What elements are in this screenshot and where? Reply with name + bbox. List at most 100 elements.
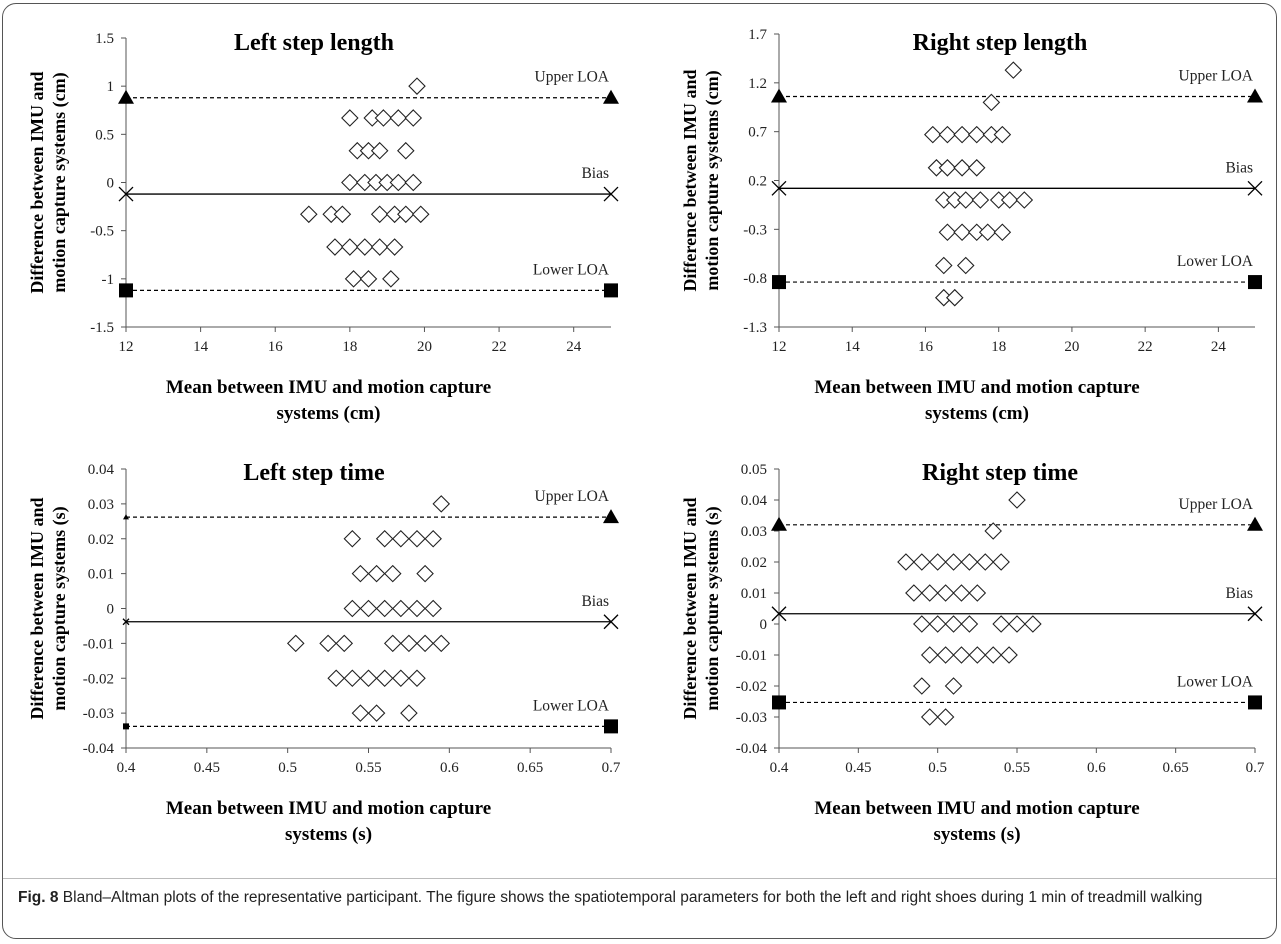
data-point xyxy=(924,125,942,144)
x-tick-label: 0.65 xyxy=(1163,760,1189,776)
data-point xyxy=(984,646,1002,664)
y-tick-label: 1.2 xyxy=(748,76,767,92)
data-point xyxy=(397,205,415,224)
y-axis-label: Difference between IMU and motion capture… xyxy=(680,497,723,719)
data-point xyxy=(913,553,931,571)
data-point xyxy=(1008,615,1026,633)
y-tick-label: -1.5 xyxy=(90,320,114,336)
x-tick-label: 24 xyxy=(1211,339,1227,355)
data-point xyxy=(397,141,415,160)
y-tick-label: -0.03 xyxy=(736,710,767,726)
data-point xyxy=(938,125,957,144)
bias-label: Bias xyxy=(1225,159,1253,176)
data-point xyxy=(905,584,923,602)
data-point xyxy=(982,93,1001,112)
y-tick-label: 0.04 xyxy=(741,493,768,509)
y-axis-label-line: motion capture systems (s) xyxy=(702,506,723,710)
bias-marker xyxy=(122,618,130,626)
data-point xyxy=(367,704,386,722)
lower-loa-marker xyxy=(119,283,133,298)
y-tick-label: 0 xyxy=(107,176,115,192)
data-point xyxy=(944,615,963,633)
x-axis-label: systems (s) xyxy=(285,824,372,845)
data-point xyxy=(392,529,410,548)
y-axis-label-line: motion capture systems (cm) xyxy=(702,70,723,290)
x-tick-label: 22 xyxy=(492,339,507,355)
data-point xyxy=(956,256,975,275)
bias-marker xyxy=(603,614,619,630)
data-point xyxy=(1000,191,1019,209)
y-tick-label: 0.02 xyxy=(88,532,114,548)
data-point xyxy=(374,109,393,127)
upper-loa-label: Upper LOA xyxy=(535,488,610,505)
data-point xyxy=(343,529,362,548)
y-tick-label: -0.01 xyxy=(736,648,767,664)
x-axis-label: Mean between IMU and motion capture xyxy=(166,377,491,398)
y-axis-label: Difference between IMU and motion capture… xyxy=(27,497,70,719)
bias-label: Bias xyxy=(581,593,609,610)
data-point xyxy=(416,564,434,583)
y-tick-label: 1.5 xyxy=(95,31,114,47)
bias-marker xyxy=(771,606,787,622)
data-point xyxy=(1004,61,1023,79)
data-point xyxy=(375,669,394,688)
x-tick-label: 0.5 xyxy=(278,760,297,776)
y-axis-label: Difference between IMU and motion capture… xyxy=(680,69,723,291)
data-point xyxy=(359,599,378,618)
x-tick-label: 0.55 xyxy=(355,760,381,776)
bias-marker xyxy=(1247,606,1263,622)
data-point xyxy=(992,553,1010,571)
data-point xyxy=(1000,646,1018,664)
data-point xyxy=(300,205,318,224)
data-point xyxy=(327,669,345,688)
data-point xyxy=(432,634,451,653)
lower-loa-marker xyxy=(604,719,618,734)
lower-loa-label: Lower LOA xyxy=(533,697,610,714)
y-tick-label: 0.2 xyxy=(748,174,767,190)
data-point xyxy=(945,288,964,307)
x-axis-label: Mean between IMU and motion capture xyxy=(166,798,491,819)
data-point xyxy=(385,238,404,256)
y-tick-label: -0.8 xyxy=(743,271,767,287)
x-tick-label: 20 xyxy=(417,339,432,355)
data-point xyxy=(408,599,426,618)
lower-loa-marker xyxy=(1248,275,1262,290)
data-point xyxy=(326,238,344,256)
caption-text: Bland–Altman plots of the representative… xyxy=(58,889,1203,906)
data-point xyxy=(367,564,386,583)
data-point xyxy=(408,669,426,688)
data-point xyxy=(392,669,410,688)
data-point xyxy=(934,256,953,275)
chart-title: Left step time xyxy=(243,460,385,486)
data-point xyxy=(392,599,410,618)
lower-loa-marker xyxy=(123,723,129,730)
y-axis-label-line: Difference between IMU and xyxy=(27,71,47,293)
x-tick-label: 14 xyxy=(193,339,209,355)
lower-loa-label: Lower LOA xyxy=(533,261,610,278)
lower-loa-marker xyxy=(772,275,786,290)
data-point xyxy=(383,564,402,583)
data-point xyxy=(1024,615,1042,633)
data-point xyxy=(984,522,1002,540)
y-tick-label: -0.03 xyxy=(83,706,114,722)
y-tick-label: 0.03 xyxy=(741,524,767,540)
chart-title: Right step length xyxy=(913,30,1088,56)
x-tick-label: 0.65 xyxy=(517,760,543,776)
x-tick-label: 18 xyxy=(991,339,1006,355)
y-tick-label: -0.02 xyxy=(736,679,767,695)
data-point xyxy=(351,704,370,722)
data-point xyxy=(936,584,955,602)
data-point xyxy=(370,141,389,160)
data-point xyxy=(928,553,947,571)
x-tick-label: 12 xyxy=(772,339,787,355)
y-tick-label: 0.01 xyxy=(88,567,114,583)
data-point xyxy=(938,223,957,242)
lower-loa-label: Lower LOA xyxy=(1177,673,1254,690)
data-point xyxy=(335,634,354,653)
x-axis-label: systems (cm) xyxy=(277,403,381,424)
x-tick-label: 0.7 xyxy=(602,760,621,776)
y-tick-label: -0.04 xyxy=(736,741,768,757)
y-tick-label: 0.04 xyxy=(88,462,115,478)
data-point xyxy=(341,238,359,256)
